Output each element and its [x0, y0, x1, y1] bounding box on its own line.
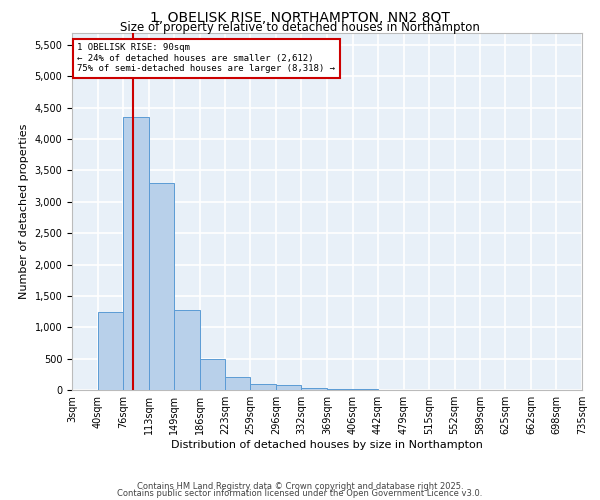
Bar — [98, 312, 123, 390]
X-axis label: Distribution of detached houses by size in Northampton: Distribution of detached houses by size … — [171, 440, 483, 450]
Bar — [301, 388, 327, 390]
Y-axis label: Number of detached properties: Number of detached properties — [19, 124, 29, 299]
Text: 1 OBELISK RISE: 90sqm
← 24% of detached houses are smaller (2,612)
75% of semi-d: 1 OBELISK RISE: 90sqm ← 24% of detached … — [77, 43, 335, 73]
Text: Contains HM Land Registry data © Crown copyright and database right 2025.: Contains HM Land Registry data © Crown c… — [137, 482, 463, 491]
Bar — [123, 117, 149, 390]
Bar — [276, 386, 301, 390]
Text: Contains public sector information licensed under the Open Government Licence v3: Contains public sector information licen… — [118, 488, 482, 498]
Text: 1, OBELISK RISE, NORTHAMPTON, NN2 8QT: 1, OBELISK RISE, NORTHAMPTON, NN2 8QT — [150, 11, 450, 25]
Bar — [149, 183, 174, 390]
Bar — [250, 384, 276, 390]
Bar — [327, 388, 353, 390]
Bar — [174, 310, 199, 390]
Text: Size of property relative to detached houses in Northampton: Size of property relative to detached ho… — [120, 21, 480, 34]
Bar — [199, 358, 225, 390]
Bar — [225, 378, 250, 390]
Bar — [353, 389, 378, 390]
